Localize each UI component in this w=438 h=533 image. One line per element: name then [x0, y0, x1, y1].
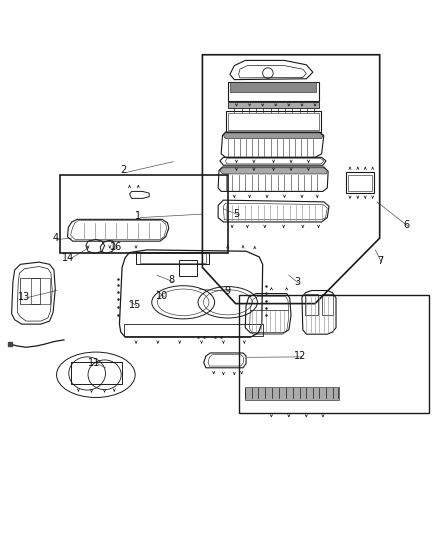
Text: 12: 12 — [293, 351, 306, 361]
Bar — [60, 175, 228, 253]
Text: 5: 5 — [233, 209, 240, 219]
Text: 13: 13 — [18, 292, 30, 302]
Text: 15: 15 — [129, 300, 141, 310]
Text: 6: 6 — [404, 220, 410, 230]
Bar — [228, 82, 318, 101]
Text: 2: 2 — [120, 165, 126, 175]
Bar — [228, 113, 318, 130]
Polygon shape — [223, 133, 323, 139]
Bar — [124, 324, 263, 336]
Text: 8: 8 — [168, 276, 174, 286]
Bar — [20, 278, 40, 304]
Bar — [71, 362, 122, 384]
Polygon shape — [220, 168, 327, 174]
Text: 1: 1 — [135, 211, 141, 221]
Text: 16: 16 — [110, 242, 123, 252]
Bar — [31, 278, 49, 304]
Text: 3: 3 — [294, 277, 300, 287]
Text: 7: 7 — [378, 256, 384, 266]
Bar — [348, 175, 372, 191]
Bar — [226, 111, 321, 132]
Bar — [140, 253, 206, 263]
Bar — [305, 294, 318, 316]
Bar — [245, 387, 339, 400]
Text: 4: 4 — [52, 233, 58, 243]
Text: 11: 11 — [88, 358, 101, 368]
Bar — [346, 172, 374, 193]
Bar — [228, 102, 318, 108]
Text: 14: 14 — [62, 253, 74, 263]
Bar — [230, 82, 316, 92]
Bar — [136, 252, 209, 264]
Bar — [321, 294, 332, 316]
Text: 9: 9 — [225, 286, 231, 295]
Bar — [239, 295, 428, 413]
Text: 10: 10 — [156, 291, 168, 301]
Bar — [179, 260, 197, 276]
